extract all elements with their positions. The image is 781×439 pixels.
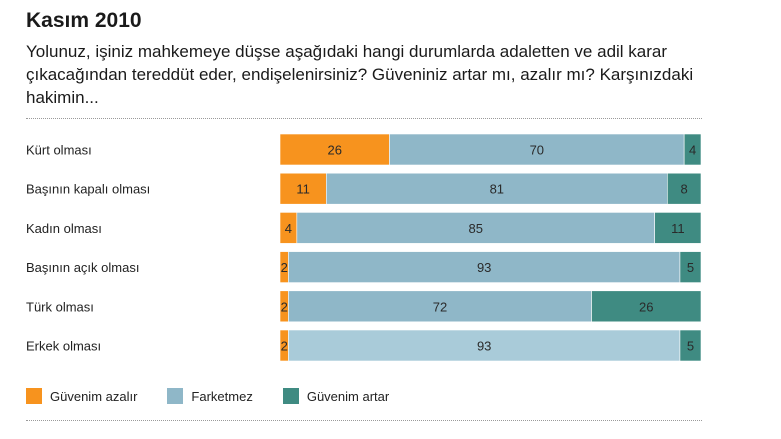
bar-segment-farketmez: [288, 290, 592, 323]
chart-subtitle: Yolunuz, işiniz mahkemeye düşse aşağıdak…: [26, 42, 694, 107]
legend-swatch-farketmez: [167, 388, 184, 404]
legend-label-farketmez: Farketmez: [191, 388, 253, 404]
data-label-azalir: 11: [296, 182, 310, 197]
data-label-farketmez: 93: [477, 260, 491, 275]
bar-segment-artar: [654, 212, 702, 244]
data-label-azalir: 2: [281, 299, 288, 314]
bar-segment-artar: [591, 290, 702, 323]
bar-segment-farketmez: [288, 251, 681, 283]
data-label-artar: 11: [671, 221, 685, 236]
data-label-artar: 5: [687, 339, 694, 354]
category-label: Başının açık olması: [26, 260, 139, 275]
data-label-artar: 5: [687, 260, 694, 275]
legend-label-artar: Güvenim artar: [306, 388, 390, 404]
legend-item-artar: Güvenim artar: [282, 388, 390, 404]
legend-swatch-artar: [282, 388, 299, 404]
bar-segment-artar: [683, 133, 702, 166]
bottom-divider: [26, 420, 702, 421]
category-label: Kürt olması: [26, 143, 92, 158]
bar-segment-artar: [679, 329, 702, 362]
data-label-azalir: 26: [327, 143, 341, 158]
category-label: Kadın olması: [26, 221, 102, 236]
data-label-farketmez: 93: [477, 339, 491, 354]
data-label-azalir: 2: [281, 339, 288, 354]
legend-item-farketmez: Farketmez: [167, 388, 253, 404]
bar-segment-artar: [667, 172, 702, 205]
category-label: Başının kapalı olması: [26, 182, 150, 197]
category-label: Erkek olması: [26, 339, 101, 354]
data-label-farketmez: 81: [490, 182, 504, 197]
bar-segment-azalir: [279, 172, 327, 205]
data-label-farketmez: 85: [469, 221, 483, 236]
data-label-farketmez: 72: [433, 299, 447, 314]
legend-label-azalir: Güvenim azalır: [50, 388, 138, 404]
bar-segment-farketmez: [288, 329, 681, 362]
bar-segment-artar: [679, 251, 702, 283]
bar-segment-farketmez: [326, 172, 668, 205]
data-label-azalir: 4: [285, 221, 292, 236]
data-label-artar: 4: [689, 143, 696, 158]
data-label-artar: 8: [681, 182, 688, 197]
bar-segment-azalir: [279, 133, 390, 166]
data-label-azalir: 2: [281, 260, 288, 275]
stacked-bar-chart: Kürt olması 26 70 4 Başının kapalı olması 11 8…: [26, 133, 702, 362]
legend-swatch-azalir: [26, 388, 42, 404]
data-label-artar: 26: [639, 299, 653, 314]
top-divider: [26, 118, 702, 119]
bar-segment-farketmez: [389, 133, 685, 166]
bar-segment-farketmez: [296, 212, 655, 244]
legend-item-azalir: Güvenim azalır: [26, 388, 137, 404]
chart-title: Kasım 2010: [26, 9, 142, 32]
category-label: Türk olması: [26, 299, 94, 314]
data-label-farketmez: 70: [530, 143, 544, 158]
legend: Güvenim azalır Farketmez Güvenim artar: [26, 388, 419, 404]
